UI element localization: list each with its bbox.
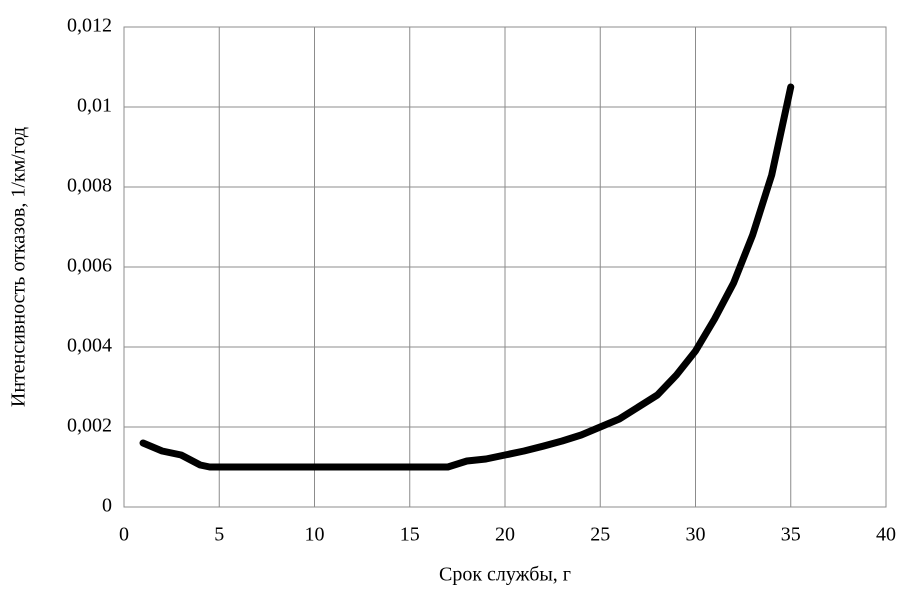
y-tick-label: 0,012 xyxy=(67,15,112,37)
x-tick-label: 25 xyxy=(590,524,610,546)
x-tick-label: 35 xyxy=(781,524,801,546)
y-tick-label: 0,006 xyxy=(67,255,112,277)
y-tick-label: 0,008 xyxy=(67,175,112,197)
x-tick-label: 5 xyxy=(214,524,224,546)
x-tick-label: 40 xyxy=(876,524,896,546)
plot-border xyxy=(123,26,887,508)
x-tick-label: 0 xyxy=(119,524,129,546)
data-line xyxy=(139,83,795,471)
x-tick-label: 20 xyxy=(495,524,515,546)
y-tick-label: 0 xyxy=(102,495,112,517)
x-tick-label: 15 xyxy=(400,524,420,546)
y-tick-label: 0,002 xyxy=(67,415,112,437)
y-axis-title: Интенсивность отказов, 1/км/год xyxy=(8,127,30,407)
x-tick-label: 30 xyxy=(686,524,706,546)
x-axis-title: Срок службы, г xyxy=(439,564,571,586)
y-tick-label: 0,004 xyxy=(67,335,112,357)
y-tick-label: 0,01 xyxy=(77,95,112,117)
x-tick-label: 10 xyxy=(305,524,325,546)
